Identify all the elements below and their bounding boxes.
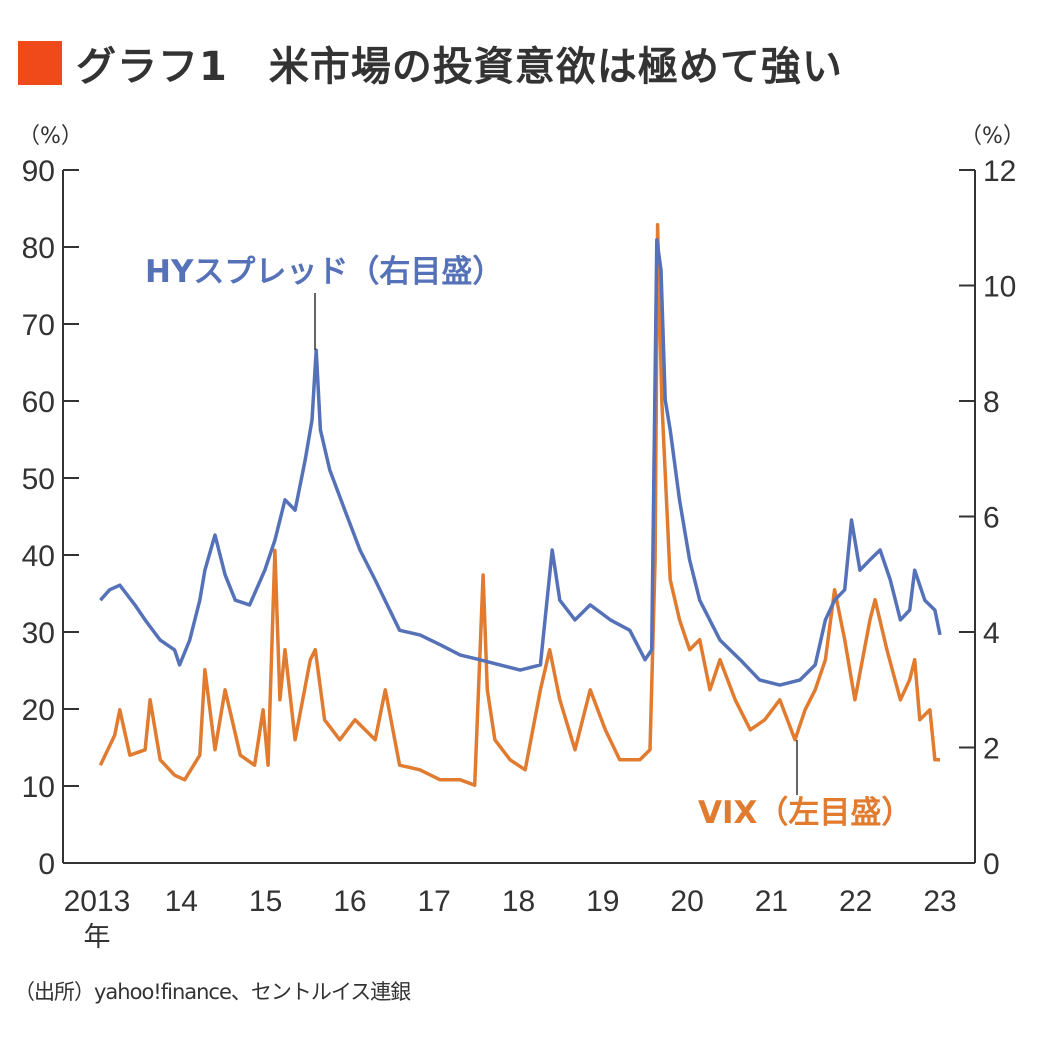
left-tick-label: 40 (22, 540, 55, 573)
vix-line (98, 222, 940, 787)
left-tick-label: 0 (38, 848, 55, 881)
x-tick-label: 20 (670, 885, 703, 918)
right-tick-label: 0 (983, 848, 1000, 881)
left-axis-unit: （%） (18, 124, 83, 149)
x-tick-label: 2013 (64, 885, 131, 918)
vix-series-label: VIX（左目盛） (698, 795, 912, 831)
left-tick-label: 30 (22, 617, 55, 650)
hy-series-label: HYスプレッド（右目盛） (145, 254, 503, 290)
right-tick-label: 12 (983, 155, 1016, 188)
x-tick-label: 21 (755, 885, 788, 918)
right-tick-label: 2 (983, 733, 1000, 766)
right-tick-label: 6 (983, 502, 1000, 535)
title-text: グラフ1 米市場の投資意欲は極めて強い (76, 44, 843, 90)
x-tick-label: 18 (502, 885, 535, 918)
x-unit-label: 年 (84, 922, 111, 953)
x-tick-label: 19 (586, 885, 619, 918)
x-tick-label: 17 (418, 885, 451, 918)
right-tick-label: 10 (983, 271, 1016, 304)
x-tick-label: 22 (839, 885, 872, 918)
x-tick-label: 23 (923, 885, 956, 918)
x-tick-label: 15 (249, 885, 282, 918)
right-tick-label: 8 (983, 386, 1000, 419)
left-tick-label: 50 (22, 463, 55, 496)
hy-spread-line (99, 238, 942, 687)
x-tick-label: 16 (333, 885, 366, 918)
left-tick-label: 80 (22, 232, 55, 265)
source-note: （出所）yahoo!finance、セントルイス連銀 (14, 980, 411, 1004)
right-axis-unit: （%） (960, 124, 1025, 149)
x-tick-label: 14 (165, 885, 198, 918)
left-tick-label: 10 (22, 771, 55, 804)
right-tick-label: 4 (983, 617, 1000, 650)
title-marker-icon (18, 41, 62, 85)
left-tick-label: 20 (22, 694, 55, 727)
left-tick-label: 90 (22, 155, 55, 188)
left-tick-label: 60 (22, 386, 55, 419)
left-tick-label: 70 (22, 309, 55, 342)
chart-title: グラフ1 米市場の投資意欲は極めて強い (18, 34, 843, 92)
